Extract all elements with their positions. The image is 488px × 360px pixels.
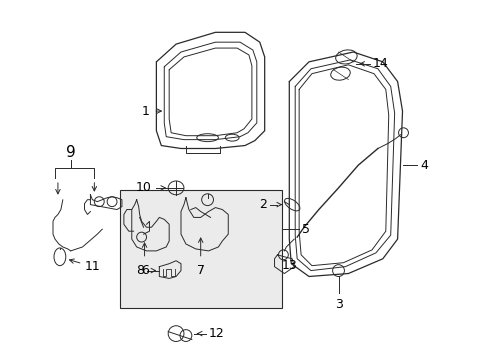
Text: 2: 2: [258, 198, 266, 211]
Text: 13: 13: [281, 259, 297, 272]
Text: 9: 9: [66, 145, 76, 160]
Text: 12: 12: [208, 327, 224, 340]
Text: 5: 5: [302, 223, 309, 236]
Text: 4: 4: [419, 159, 427, 172]
Text: 10: 10: [135, 181, 151, 194]
Text: 1: 1: [142, 105, 149, 118]
Bar: [120, 190, 282, 308]
Text: 11: 11: [84, 260, 100, 273]
Text: 14: 14: [372, 57, 388, 70]
Text: 8: 8: [136, 264, 144, 277]
Text: 3: 3: [334, 298, 342, 311]
Text: 7: 7: [196, 264, 204, 277]
Text: 6: 6: [141, 264, 148, 277]
